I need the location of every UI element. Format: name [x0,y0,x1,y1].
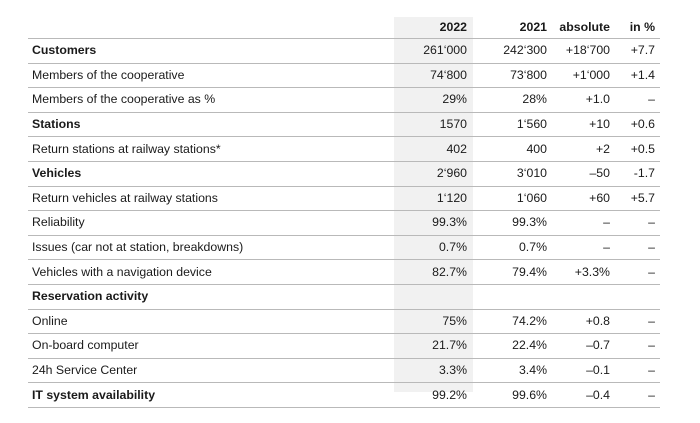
value-absolute: –0.4 [586,387,610,402]
value-percent: – [648,313,655,328]
row-label: On-board computer [32,338,139,353]
value-2021: 3‘010 [516,166,547,181]
value-absolute: – [603,240,610,255]
row-label: Reliability [32,215,85,230]
value-2022: 21.7% [432,338,467,353]
row-label: Vehicles with a navigation device [32,264,212,279]
value-absolute: +18‘700 [565,43,610,58]
value-absolute: +2 [595,141,610,156]
table-row: On-board computer 21.7% 22.4% –0.7 – [28,333,660,359]
value-percent: – [648,338,655,353]
value-percent: – [648,387,655,402]
value-2022: 75% [442,313,467,328]
value-percent: +5.7 [630,190,655,205]
value-absolute: +60 [589,190,610,205]
table-row: Stations 1570 1‘560 +10 +0.6 [28,112,660,137]
row-label: Stations [32,117,81,132]
value-absolute: +10 [589,117,610,132]
table-row: Vehicles with a navigation device 82.7% 79… [28,259,660,285]
row-label: Return vehicles at railway stations [32,190,218,205]
row-label: 24h Service Center [32,363,138,378]
value-percent: – [648,92,655,107]
value-2022: 3.3% [438,363,467,378]
header-2021: 2021 [519,20,547,34]
value-2021: 99.3% [512,215,547,230]
value-2021: 242‘300 [503,43,547,58]
header-label-cell [28,17,394,39]
table-row: Members of the cooperative as % 29% 28% +1.… [28,87,660,113]
value-absolute: –0.7 [586,338,610,353]
value-2021 [473,284,553,309]
row-label: Issues (car not at station, breakdowns) [32,240,244,255]
value-2021: 3.4% [518,363,547,378]
table-row: 24h Service Center 3.3% 3.4% –0.1 – [28,358,660,383]
value-absolute: +0.8 [585,313,610,328]
value-percent: -1.7 [633,166,655,181]
value-2022: 261‘000 [423,43,467,58]
value-absolute: – [603,215,610,230]
row-label: Members of the cooperative [32,67,185,82]
value-absolute: –50 [589,166,610,181]
row-label: IT system availability [32,387,156,402]
value-percent [614,284,660,309]
row-label: Return stations at railway stations* [32,141,221,156]
header-absolute: absolute [559,20,610,34]
current-year-column-highlight [394,17,473,392]
row-label: Members of the cooperative as % [32,92,216,107]
table-row: IT system availability 99.2% 99.6% –0.4 – [28,382,660,408]
value-2022: 29% [442,92,467,107]
value-percent: +7.7 [630,43,655,58]
value-2021: 73‘800 [510,67,547,82]
value-absolute: +1‘000 [572,67,610,82]
value-2022: 74‘800 [430,67,467,82]
value-percent: – [648,240,655,255]
table-row: Members of the cooperative 74‘800 73‘800 +1… [28,63,660,88]
value-2021: 99.6% [512,387,547,402]
value-2021: 74.2% [512,313,547,328]
value-percent: – [648,363,655,378]
value-2022: 1570 [439,117,467,132]
value-2022: 0.7% [438,240,467,255]
header-2022: 2022 [439,20,467,34]
row-label: Reservation activity [32,289,149,304]
value-2021: 400 [526,141,547,156]
value-2022: 2‘960 [436,166,467,181]
key-figures-table: 2022 2021 absolute in % Customers 261‘000… [28,17,660,408]
table-row: Return stations at railway stations* 402 4… [28,136,660,162]
table-row: Vehicles 2‘960 3‘010 –50 -1.7 [28,161,660,186]
value-absolute [553,284,614,309]
table-row: Reliability 99.3% 99.3% – – [28,210,660,236]
value-2021: 28% [522,92,547,107]
value-2021: 79.4% [512,264,547,279]
row-label: Online [32,313,68,328]
table-header-row: 2022 2021 absolute in % [28,17,660,39]
value-2021: 1‘560 [516,117,547,132]
value-2022: 1‘120 [436,190,467,205]
value-absolute: –0.1 [586,363,610,378]
value-2022: 99.3% [432,215,467,230]
value-2022 [394,284,473,309]
value-percent: – [648,215,655,230]
table-row: Reservation activity [28,284,660,309]
value-absolute: +3.3% [574,264,610,279]
table-row: Return vehicles at railway stations 1‘120… [28,186,660,211]
value-percent: – [648,264,655,279]
value-2022: 82.7% [432,264,467,279]
table-row: Customers 261‘000 242‘300 +18‘700 +7.7 [28,38,660,64]
value-percent: +1.4 [630,67,655,82]
value-percent: +0.5 [630,141,655,156]
value-2021: 22.4% [512,338,547,353]
value-2022: 402 [446,141,467,156]
value-2021: 0.7% [518,240,547,255]
row-label: Customers [32,43,97,58]
value-absolute: +1.0 [585,92,610,107]
header-percent: in % [629,20,655,34]
table-row: Issues (car not at station, breakdowns) 0… [28,235,660,260]
value-2021: 1‘060 [516,190,547,205]
table-row: Online 75% 74.2% +0.8 – [28,309,660,334]
row-label: Vehicles [32,166,82,181]
value-percent: +0.6 [630,117,655,132]
value-2022: 99.2% [432,387,467,402]
